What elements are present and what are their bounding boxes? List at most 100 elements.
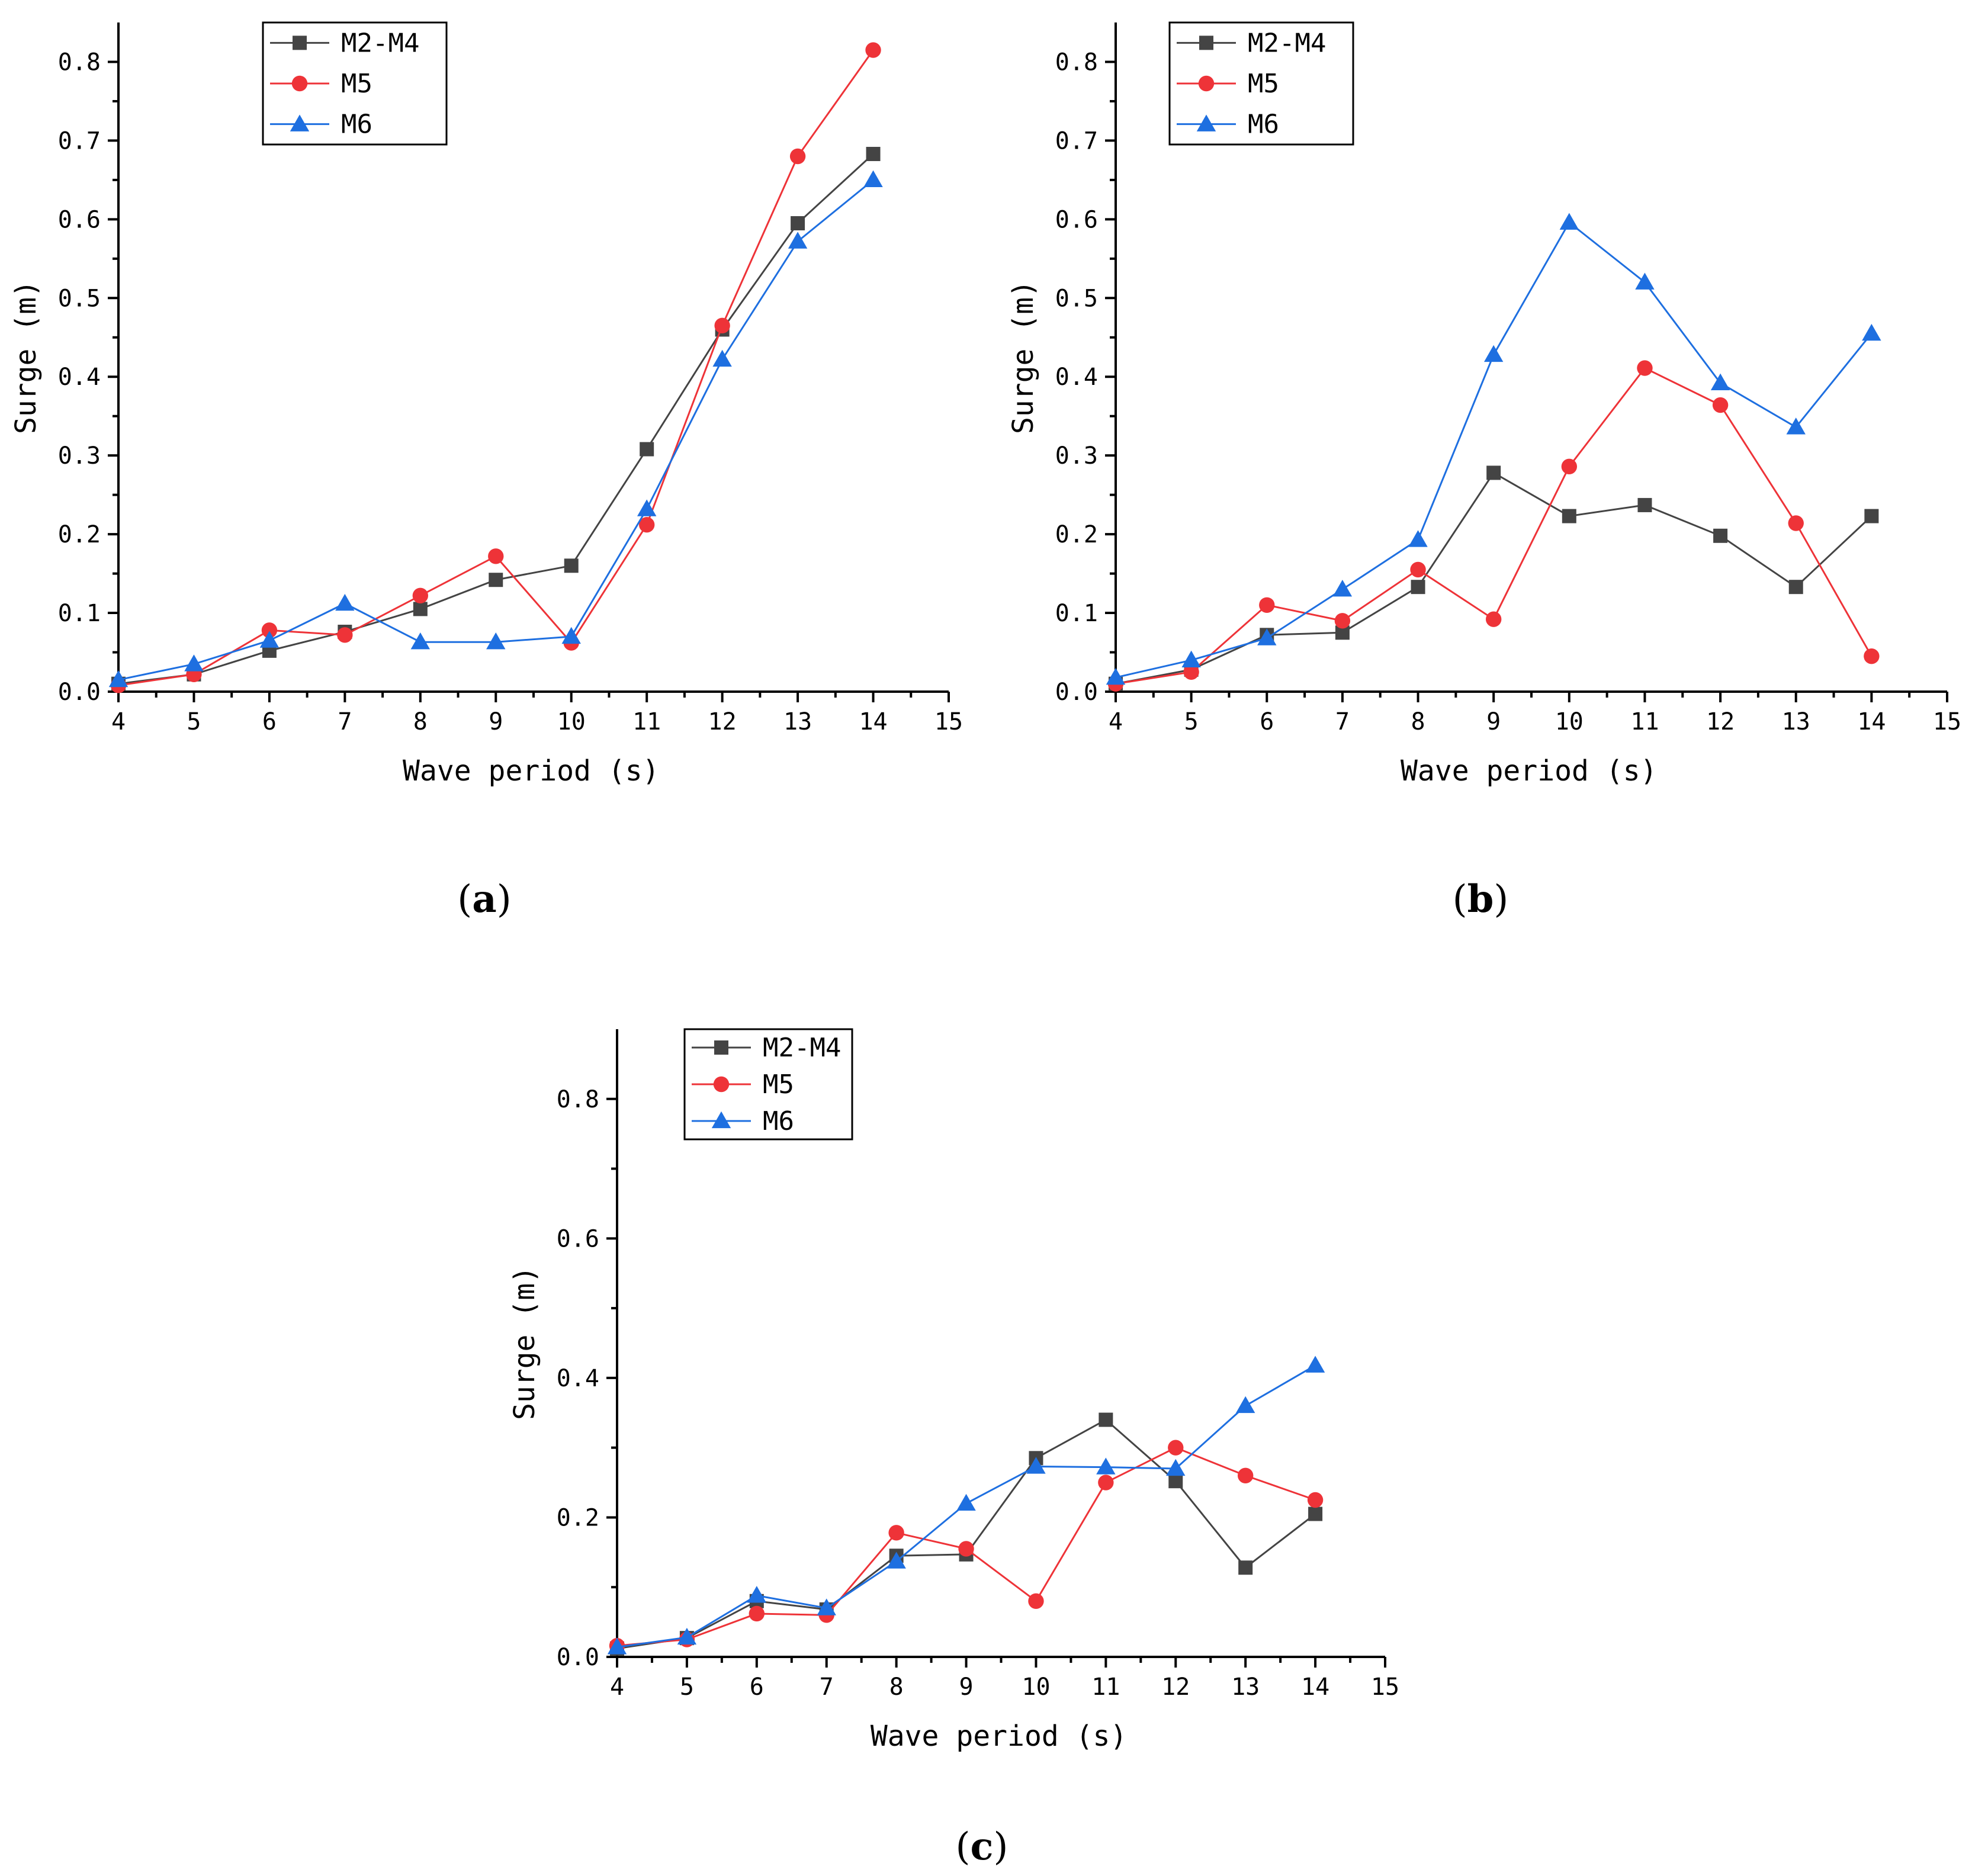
data-point-M6 [1166, 1459, 1186, 1476]
data-point-M5 [1712, 397, 1729, 413]
data-point-M6 [956, 1493, 976, 1511]
data-point-M5 [638, 516, 655, 533]
y-tick-label: 0.7 [58, 127, 101, 155]
y-tick-label: 0.6 [1055, 206, 1098, 233]
legend-label: M6 [763, 1106, 794, 1136]
x-tick-label: 12 [708, 708, 737, 735]
x-tick-label: 12 [1161, 1673, 1190, 1701]
x-tick-label: 11 [1630, 708, 1659, 735]
data-point-M2-M4 [866, 147, 881, 162]
data-point-M6 [1257, 628, 1277, 645]
data-point-M5 [261, 622, 278, 638]
legend-item: M2-M4 [270, 28, 419, 58]
data-point-M2-M4 [1637, 497, 1652, 512]
y-tick-label: 0.5 [58, 285, 101, 312]
data-point-M6 [335, 593, 355, 611]
legend-marker [714, 1040, 728, 1055]
series-line-M5 [118, 49, 874, 686]
y-tick-label: 0.2 [58, 521, 101, 548]
series-line-M2-M4 [616, 1418, 1316, 1650]
x-tick-label: 4 [1109, 708, 1123, 735]
panel-letter: a [472, 877, 496, 921]
data-point-M5 [412, 587, 429, 604]
data-point-M5 [958, 1541, 974, 1557]
y-tick-label: 0.8 [1055, 49, 1098, 76]
y-tick-label: 0.0 [58, 679, 101, 706]
legend-marker [290, 114, 310, 131]
legend-label: M5 [1248, 69, 1279, 99]
legend-marker [711, 1111, 731, 1129]
legend-label: M6 [1248, 110, 1279, 140]
y-tick-label: 0.0 [557, 1644, 599, 1671]
data-point-M5 [1637, 360, 1653, 376]
series-M6 [607, 1355, 1325, 1655]
data-point-M5 [789, 148, 806, 165]
y-tick-label: 0.1 [1055, 600, 1098, 627]
series-line-M6 [118, 179, 874, 681]
y-tick-label: 0.2 [557, 1504, 599, 1531]
y-tick-label: 0.4 [557, 1365, 599, 1392]
x-tick-label: 8 [413, 708, 428, 735]
data-point-M6 [887, 1551, 906, 1569]
y-axis-title: Surge (m) [9, 280, 43, 434]
data-point-M6 [817, 1598, 836, 1615]
x-tick-label: 15 [1933, 708, 1961, 735]
data-point-M6 [1106, 667, 1126, 685]
data-point-M5 [1183, 664, 1199, 680]
series-line-M2-M4 [118, 153, 874, 685]
y-tick-label: 0.8 [58, 49, 101, 76]
chart-panel-b: 4 5 6 7 8 9 10 11 12 13 14 15 0.0 0.1 0.2 0.3 0.4 0.5 0.6 0… [1007, 21, 1961, 921]
y-tick-label: 0.7 [1055, 127, 1098, 155]
data-point-M6 [259, 631, 280, 648]
x-tick-label: 6 [1260, 708, 1274, 735]
data-point-M6 [1096, 1457, 1116, 1475]
y-tick-label: 0.4 [58, 364, 101, 391]
legend-label: M2-M4 [763, 1033, 841, 1063]
x-tick-label: 5 [187, 708, 201, 735]
legend-item: M5 [692, 1069, 794, 1100]
data-point-M6 [637, 499, 657, 516]
data-point-M2-M4 [791, 216, 805, 230]
legend-label: M5 [763, 1069, 794, 1100]
data-point-M6 [1305, 1355, 1325, 1373]
data-point-M6 [747, 1586, 767, 1603]
data-point-M5 [1334, 613, 1351, 629]
data-point-M5 [1788, 515, 1804, 531]
x-tick-label: 7 [338, 708, 352, 735]
legend-label: M5 [341, 69, 372, 99]
data-point-M2-M4 [1099, 1412, 1113, 1427]
x-tick-label: 13 [1782, 708, 1810, 735]
data-point-M2-M4 [1713, 528, 1728, 543]
x-tick-label: 4 [111, 708, 126, 735]
data-point-M2-M4 [1788, 580, 1803, 595]
y-tick-label: 0.4 [1055, 364, 1098, 391]
series-M5 [110, 42, 881, 693]
data-point-M6 [486, 632, 506, 650]
x-tick-label: 15 [1371, 1673, 1399, 1701]
x-tick-label: 7 [820, 1673, 834, 1701]
data-point-M5 [337, 627, 353, 643]
series-M5 [1107, 360, 1880, 692]
legend-item: M6 [270, 110, 372, 140]
data-point-M6 [1483, 345, 1504, 362]
data-point-M2-M4 [489, 573, 503, 587]
data-point-M5 [1864, 648, 1880, 664]
y-tick-label: 0.3 [58, 442, 101, 470]
y-tick-label: 0.1 [58, 600, 101, 627]
data-point-M2-M4 [564, 558, 579, 573]
x-tick-label: 12 [1706, 708, 1735, 735]
data-point-M6 [184, 654, 204, 672]
legend-label: M2-M4 [1248, 28, 1326, 58]
chart-panel-a: 4 5 6 7 8 9 10 11 12 13 14 15 0.0 0.1 0.2 0.3 0.4 0.5 0.6 0… [9, 21, 963, 921]
data-point-M6 [1710, 373, 1730, 391]
data-point-M2-M4 [1486, 465, 1501, 480]
data-point-M2-M4 [1411, 580, 1425, 595]
data-point-M5 [1237, 1467, 1254, 1483]
legend-item: M6 [1177, 110, 1279, 140]
x-tick-label: 9 [959, 1673, 973, 1701]
data-point-M5 [1485, 611, 1502, 627]
data-point-M5 [749, 1605, 765, 1622]
x-tick-label: 15 [934, 708, 963, 735]
y-tick-label: 0.3 [1055, 442, 1098, 470]
data-point-M2-M4 [1238, 1560, 1253, 1575]
